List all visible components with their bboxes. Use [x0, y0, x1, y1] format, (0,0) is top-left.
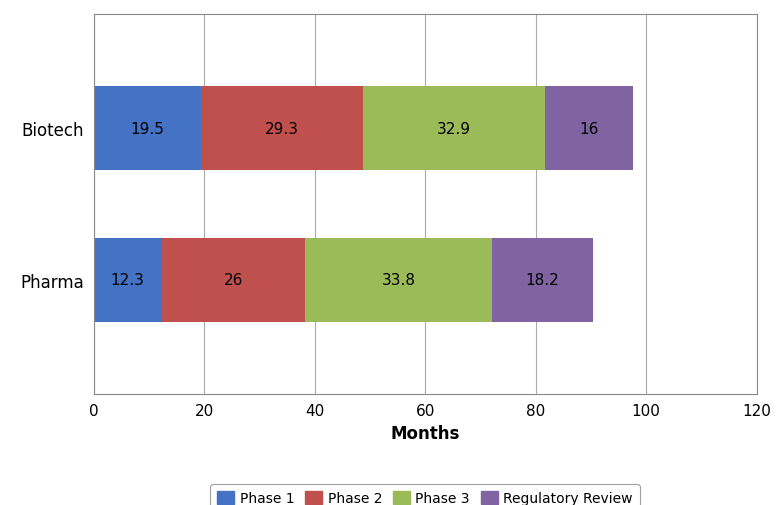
- Bar: [363, 87, 545, 171]
- Bar: [492, 239, 593, 322]
- Bar: [545, 87, 633, 171]
- Legend: Phase 1, Phase 2, Phase 3, Regulatory Review: Phase 1, Phase 2, Phase 3, Regulatory Re…: [211, 484, 640, 505]
- Text: 12.3: 12.3: [111, 273, 144, 288]
- Bar: [94, 87, 201, 171]
- Text: 16: 16: [580, 121, 599, 136]
- Text: 32.9: 32.9: [437, 121, 471, 136]
- Text: 29.3: 29.3: [265, 121, 300, 136]
- Bar: [201, 87, 363, 171]
- Bar: [94, 239, 161, 322]
- Text: 33.8: 33.8: [381, 273, 416, 288]
- Bar: [305, 239, 492, 322]
- Text: 19.5: 19.5: [130, 121, 165, 136]
- Text: 18.2: 18.2: [526, 273, 559, 288]
- X-axis label: Months: Months: [391, 424, 459, 442]
- Bar: [161, 239, 305, 322]
- Text: 26: 26: [224, 273, 243, 288]
